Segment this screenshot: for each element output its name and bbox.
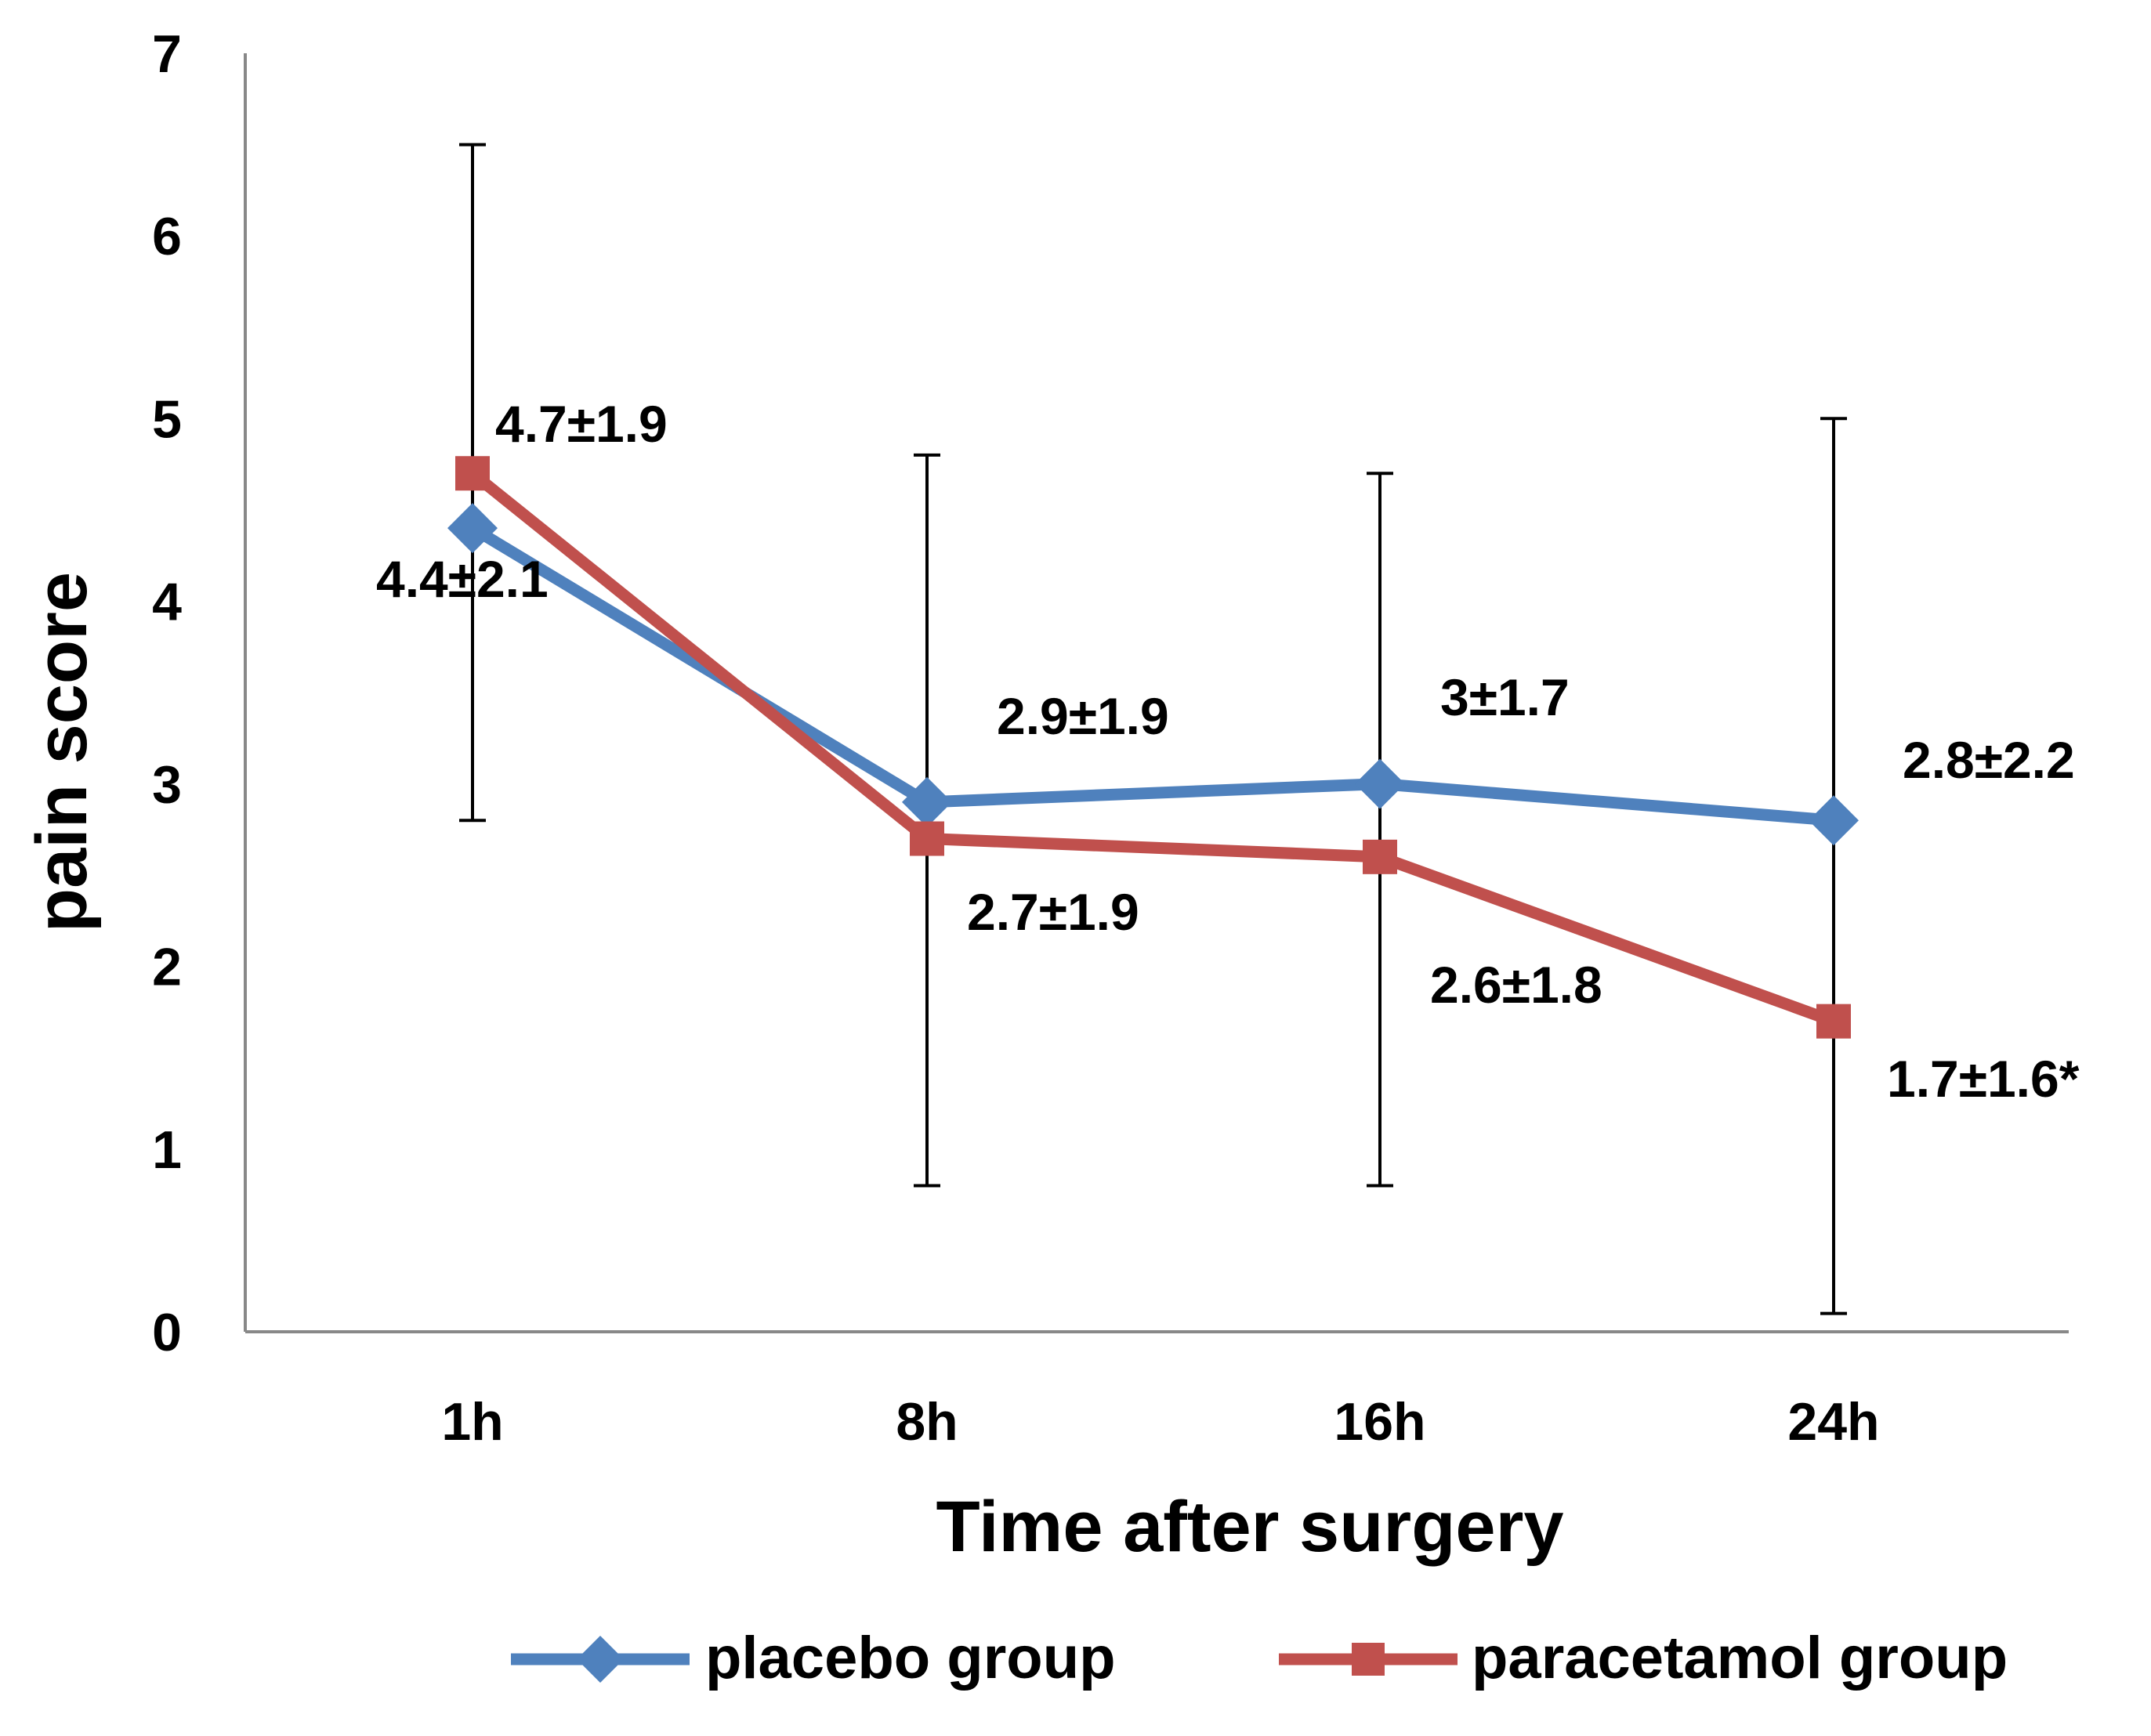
- data-point-square: [1363, 839, 1397, 874]
- data-label: 1.7±1.6*: [1887, 1050, 2080, 1108]
- data-point-diamond: [902, 776, 952, 827]
- data-label: 4.4±2.1: [376, 550, 549, 608]
- x-tick-label: 24h: [1787, 1392, 1879, 1452]
- legend-label-paracetamol: paracetamol group: [1472, 1625, 2008, 1691]
- data-point-diamond: [447, 503, 498, 554]
- data-label: 2.8±2.2: [1903, 731, 2075, 789]
- data-label: 2.9±1.9: [997, 687, 1169, 745]
- legend-item-paracetamol: paracetamol group: [1279, 1625, 2008, 1691]
- x-tick-label: 16h: [1334, 1392, 1425, 1452]
- y-tick-labels: 0 1 2 3 4 5 6 7: [152, 24, 182, 1362]
- error-bar: [1820, 417, 1847, 1315]
- data-point-square: [1816, 1004, 1851, 1039]
- series-placebo: [447, 503, 1859, 846]
- y-tick-label: 2: [152, 938, 182, 997]
- legend: placebo group paracetamol group: [511, 1625, 2008, 1691]
- legend-marker-diamond: [577, 1636, 624, 1683]
- error-bar: [1367, 472, 1393, 1188]
- legend-item-placebo: placebo group: [511, 1625, 1116, 1691]
- y-tick-label: 3: [152, 755, 182, 815]
- data-point-square: [455, 456, 490, 491]
- y-tick-label: 0: [152, 1303, 182, 1362]
- data-point-square: [910, 821, 944, 856]
- y-tick-label: 4: [152, 572, 182, 631]
- legend-marker-square: [1352, 1643, 1385, 1676]
- data-labels: 4.4±2.1 2.9±1.9 3±1.7 2.8±2.2 4.7±1.9 2.7±1.9…: [376, 395, 2080, 1108]
- data-point-diamond: [1355, 758, 1405, 809]
- x-tick-label: 8h: [896, 1392, 958, 1452]
- y-tick-label: 5: [152, 389, 182, 449]
- y-tick-label: 1: [152, 1120, 182, 1180]
- x-axis-title: Time after surgery: [936, 1487, 1563, 1567]
- y-tick-label: 6: [152, 207, 182, 266]
- legend-label-placebo: placebo group: [705, 1625, 1116, 1691]
- x-tick-label: 1h: [441, 1392, 503, 1452]
- data-label: 2.7±1.9: [967, 883, 1139, 941]
- data-label: 3±1.7: [1440, 668, 1570, 726]
- series-lines: [447, 456, 1859, 1039]
- series-line: [469, 468, 1836, 1027]
- y-tick-label: 7: [152, 24, 182, 84]
- axes: [244, 53, 2069, 1333]
- data-point-diamond: [1809, 795, 1859, 846]
- series-line: [469, 523, 1834, 826]
- data-label: 4.7±1.9: [495, 395, 668, 453]
- data-label: 2.6±1.8: [1430, 956, 1602, 1014]
- y-axis-title: pain score: [22, 572, 102, 932]
- series-paracetamol: [455, 456, 1851, 1039]
- x-tick-labels: 1h 8h 16h 24h: [441, 1392, 1879, 1452]
